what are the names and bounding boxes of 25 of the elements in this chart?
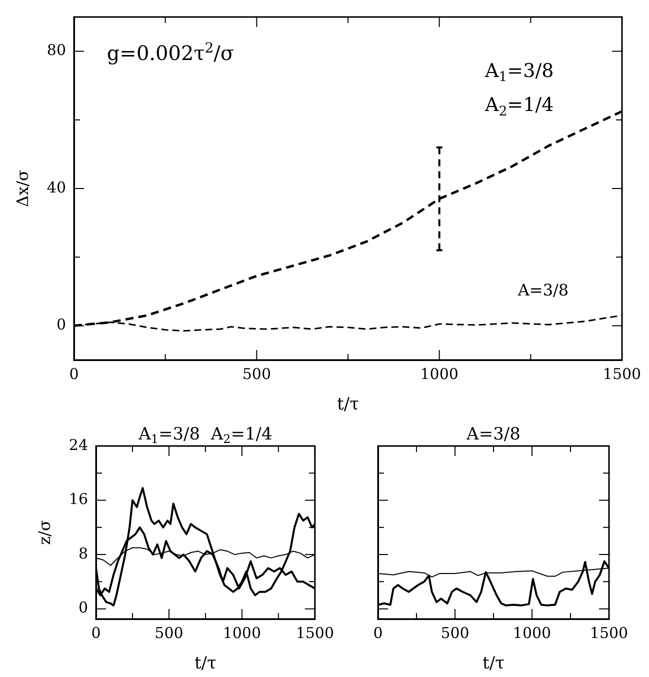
x-tick-label: 1000 [420,364,458,383]
x-tick-label: 1000 [222,624,262,642]
x-tick-label: 0 [373,624,383,642]
x-axis-title: t/τ [194,653,216,674]
x-tick-label: 0 [91,624,101,642]
y-axis-title: Δx/σ [13,170,32,207]
y-tick-label: 40 [46,178,66,196]
y-tick-label: 80 [46,41,66,60]
x-tick-label: 1500 [590,624,628,642]
x-axis-title: t/τ [337,394,359,414]
x-tick-label: 1500 [296,624,334,642]
chart-title: A=3/8 [466,424,520,444]
annotation: A=3/8 [516,280,569,300]
y-tick-label: 16 [68,490,88,508]
x-axis-title: t/τ [482,653,504,674]
y-tick-label: 8 [78,544,88,562]
x-tick-label: 500 [440,624,470,642]
x-tick-label: 500 [242,364,271,383]
y-tick-label: 0 [78,598,88,617]
y-axis-title: z/σ [35,520,54,545]
y-tick-label: 0 [56,316,66,334]
y-tick-label: 24 [68,436,88,454]
x-tick-label: 500 [154,624,184,642]
x-tick-label: 1000 [512,624,552,642]
x-tick-label: 1500 [602,364,642,383]
